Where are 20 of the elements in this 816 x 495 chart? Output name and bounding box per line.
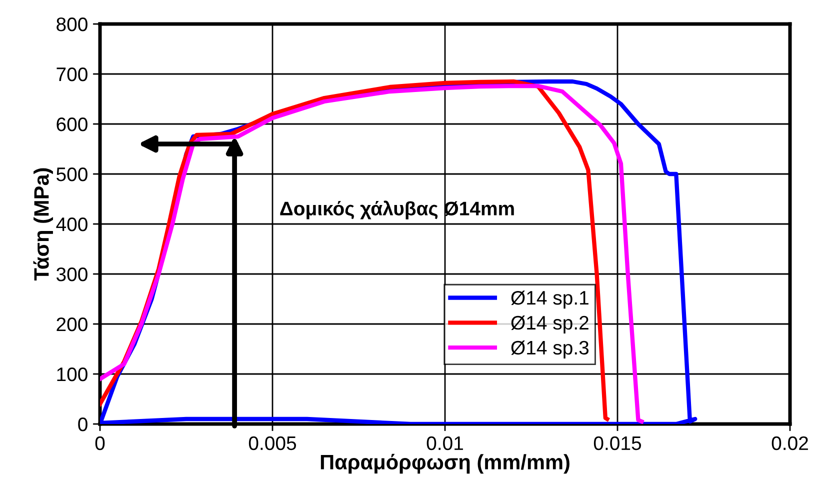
- legend-label: Ø14 sp.2: [511, 316, 588, 334]
- x-tick-label: 0.01: [426, 436, 463, 450]
- y-tick-label: 400: [56, 217, 88, 232]
- legend-label: Ø14 sp.3: [511, 340, 589, 358]
- y-tick-label: 500: [56, 167, 88, 182]
- y-tick-label: 600: [56, 117, 88, 132]
- y-tick-label: 300: [56, 267, 88, 282]
- legend-label: Ø14 sp.1: [511, 290, 588, 309]
- annotation: Δομικός χάλυβας Ø14mm: [280, 200, 514, 220]
- y-tick-label: 100: [57, 367, 88, 382]
- y-axis-title: Τάση (MPa): [33, 168, 53, 280]
- x-tick-label: 0.015: [594, 436, 642, 450]
- y-tick-label: 200: [56, 317, 88, 332]
- y-tick-label: 0: [78, 417, 88, 432]
- x-tick-label: 0.005: [248, 436, 296, 450]
- x-tick-label: 0: [95, 436, 105, 450]
- y-tick-label: 700: [56, 67, 88, 82]
- x-tick-label: 0.02: [772, 436, 808, 450]
- y-tick-label: 800: [56, 17, 88, 32]
- x-axis-title: Παραμόρφωση (mm/mm): [320, 454, 570, 474]
